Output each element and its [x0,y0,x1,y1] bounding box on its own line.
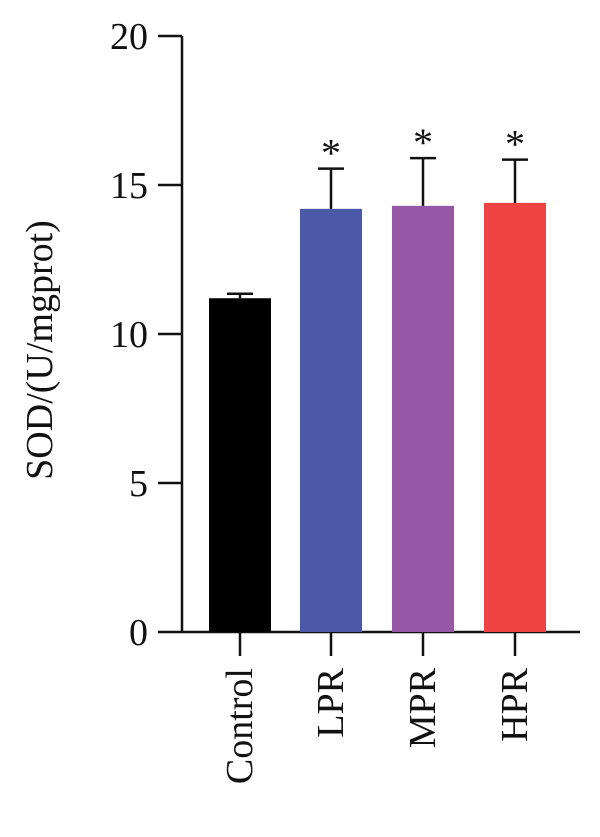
bars [209,202,546,633]
bar-hpr [484,202,546,632]
x-tick-label: LPR [310,667,352,737]
y-axis-label: SOD/(U/mgprot) [19,220,61,480]
significance-markers: * * * [321,120,525,175]
significance-asterisk: * [505,122,525,167]
bar-control [209,298,271,632]
y-tick-label: 5 [129,463,148,505]
x-tick-labels: Control LPR MPR HPR [219,667,536,784]
x-tick-label: MPR [402,667,444,748]
x-tick-label: Control [219,668,261,784]
bar-mpr [392,205,454,633]
y-tick-label: 10 [110,314,148,356]
bar-lpr [300,208,362,632]
error-bars [227,156,528,299]
y-tick-label: 20 [110,16,148,58]
significance-asterisk: * [321,131,341,176]
y-axis: 0 5 10 15 20 [110,16,184,654]
y-tick-label: 0 [129,612,148,654]
x-tick-label: HPR [494,667,536,742]
y-tick-label: 15 [110,165,148,207]
x-axis [182,630,580,656]
significance-asterisk: * [413,120,433,165]
